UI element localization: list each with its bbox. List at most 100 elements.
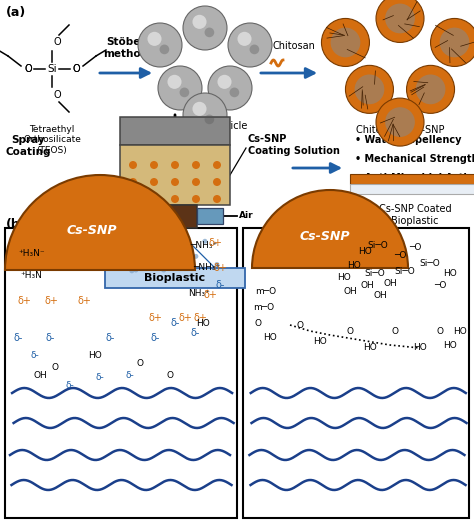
- Text: HO: HO: [413, 344, 427, 353]
- Circle shape: [376, 98, 424, 146]
- Text: O: O: [392, 326, 399, 335]
- Circle shape: [161, 268, 166, 272]
- Text: δ+: δ+: [78, 296, 92, 306]
- Text: ─NH₃⁺: ─NH₃⁺: [193, 264, 220, 272]
- Circle shape: [213, 178, 221, 186]
- Circle shape: [218, 75, 231, 89]
- Text: Si─O: Si─O: [368, 241, 388, 249]
- Text: OH: OH: [383, 279, 397, 288]
- Text: O: O: [24, 64, 32, 74]
- Text: HO: HO: [453, 326, 467, 335]
- Circle shape: [208, 66, 252, 110]
- Text: Si─O: Si─O: [419, 258, 440, 267]
- Text: O: O: [166, 370, 173, 380]
- Circle shape: [213, 195, 221, 203]
- Text: HO: HO: [196, 319, 210, 327]
- Text: δ-: δ-: [215, 280, 225, 290]
- Text: OH: OH: [343, 287, 357, 295]
- Text: HO: HO: [88, 350, 102, 359]
- Text: Bioplastic: Bioplastic: [145, 273, 206, 283]
- Text: • Anti-Microbial Activity: • Anti-Microbial Activity: [355, 173, 474, 183]
- Text: Silica Nanoprticle
(SNP): Silica Nanoprticle (SNP): [162, 121, 248, 143]
- Circle shape: [376, 0, 424, 42]
- Text: Si─O: Si─O: [365, 268, 385, 278]
- Circle shape: [228, 23, 272, 67]
- Circle shape: [192, 15, 207, 29]
- Circle shape: [129, 268, 134, 274]
- Circle shape: [155, 251, 160, 256]
- Text: ─O: ─O: [409, 244, 421, 253]
- Circle shape: [181, 232, 186, 237]
- Text: HO: HO: [443, 340, 457, 349]
- FancyBboxPatch shape: [197, 208, 223, 224]
- Text: HO: HO: [347, 260, 361, 269]
- Circle shape: [146, 251, 150, 256]
- Text: HO: HO: [263, 333, 277, 342]
- Text: HO: HO: [443, 268, 457, 278]
- Circle shape: [182, 236, 188, 241]
- Circle shape: [189, 248, 194, 253]
- Text: δ-: δ-: [170, 318, 180, 328]
- Text: OH: OH: [33, 370, 47, 380]
- Text: ⁺H₃N⁻: ⁺H₃N⁻: [18, 248, 45, 257]
- Text: • Water Repellency: • Water Repellency: [355, 135, 462, 145]
- Text: O: O: [137, 358, 144, 368]
- Circle shape: [171, 178, 179, 186]
- Circle shape: [229, 87, 239, 97]
- Text: δ+: δ+: [203, 290, 217, 300]
- Circle shape: [407, 65, 455, 113]
- Text: Stöber
method: Stöber method: [103, 38, 148, 59]
- Circle shape: [192, 161, 200, 169]
- Text: HO: HO: [337, 274, 351, 282]
- Text: (a): (a): [6, 6, 26, 19]
- Circle shape: [192, 102, 207, 116]
- Text: Cs-SNP: Cs-SNP: [300, 230, 350, 243]
- FancyBboxPatch shape: [5, 228, 237, 518]
- Circle shape: [154, 245, 159, 250]
- Circle shape: [249, 44, 259, 54]
- Circle shape: [169, 261, 173, 266]
- Circle shape: [205, 115, 214, 124]
- Text: δ-: δ-: [65, 381, 74, 390]
- Text: Chitosan (Cs)-SNP: Chitosan (Cs)-SNP: [356, 125, 444, 135]
- Text: (b): (b): [6, 218, 27, 231]
- Text: O: O: [53, 90, 61, 100]
- Circle shape: [129, 195, 137, 203]
- Circle shape: [330, 28, 360, 58]
- Text: δ+: δ+: [193, 313, 207, 323]
- Circle shape: [129, 178, 137, 186]
- Circle shape: [385, 4, 415, 33]
- Text: δ-: δ-: [13, 333, 23, 343]
- Circle shape: [142, 236, 146, 242]
- Circle shape: [150, 178, 158, 186]
- Text: δ+: δ+: [213, 263, 227, 273]
- Text: Spray
Coating: Spray Coating: [5, 135, 51, 156]
- Text: O: O: [437, 326, 444, 335]
- Text: δ+: δ+: [208, 238, 222, 248]
- Text: δ+: δ+: [45, 296, 59, 306]
- Circle shape: [192, 195, 200, 203]
- Wedge shape: [5, 175, 195, 270]
- Circle shape: [355, 74, 384, 104]
- Text: δ+: δ+: [148, 313, 162, 323]
- Circle shape: [133, 264, 138, 269]
- Text: Cs-SNP Coated
Bioplastic: Cs-SNP Coated Bioplastic: [379, 204, 451, 225]
- Circle shape: [192, 178, 200, 186]
- Circle shape: [346, 65, 393, 113]
- Text: Chitosan: Chitosan: [273, 41, 315, 51]
- Circle shape: [150, 161, 158, 169]
- Circle shape: [144, 237, 149, 243]
- Text: OH: OH: [360, 280, 374, 290]
- Circle shape: [237, 32, 252, 46]
- Text: O: O: [52, 363, 58, 372]
- FancyBboxPatch shape: [350, 174, 474, 184]
- Circle shape: [166, 242, 172, 247]
- Circle shape: [205, 28, 214, 37]
- FancyBboxPatch shape: [120, 145, 230, 205]
- Text: O: O: [72, 64, 80, 74]
- Circle shape: [183, 93, 227, 137]
- Text: δ+: δ+: [178, 313, 192, 323]
- Circle shape: [321, 18, 369, 66]
- Text: δ-: δ-: [31, 350, 39, 359]
- Text: Cs-SNP: Cs-SNP: [67, 223, 117, 236]
